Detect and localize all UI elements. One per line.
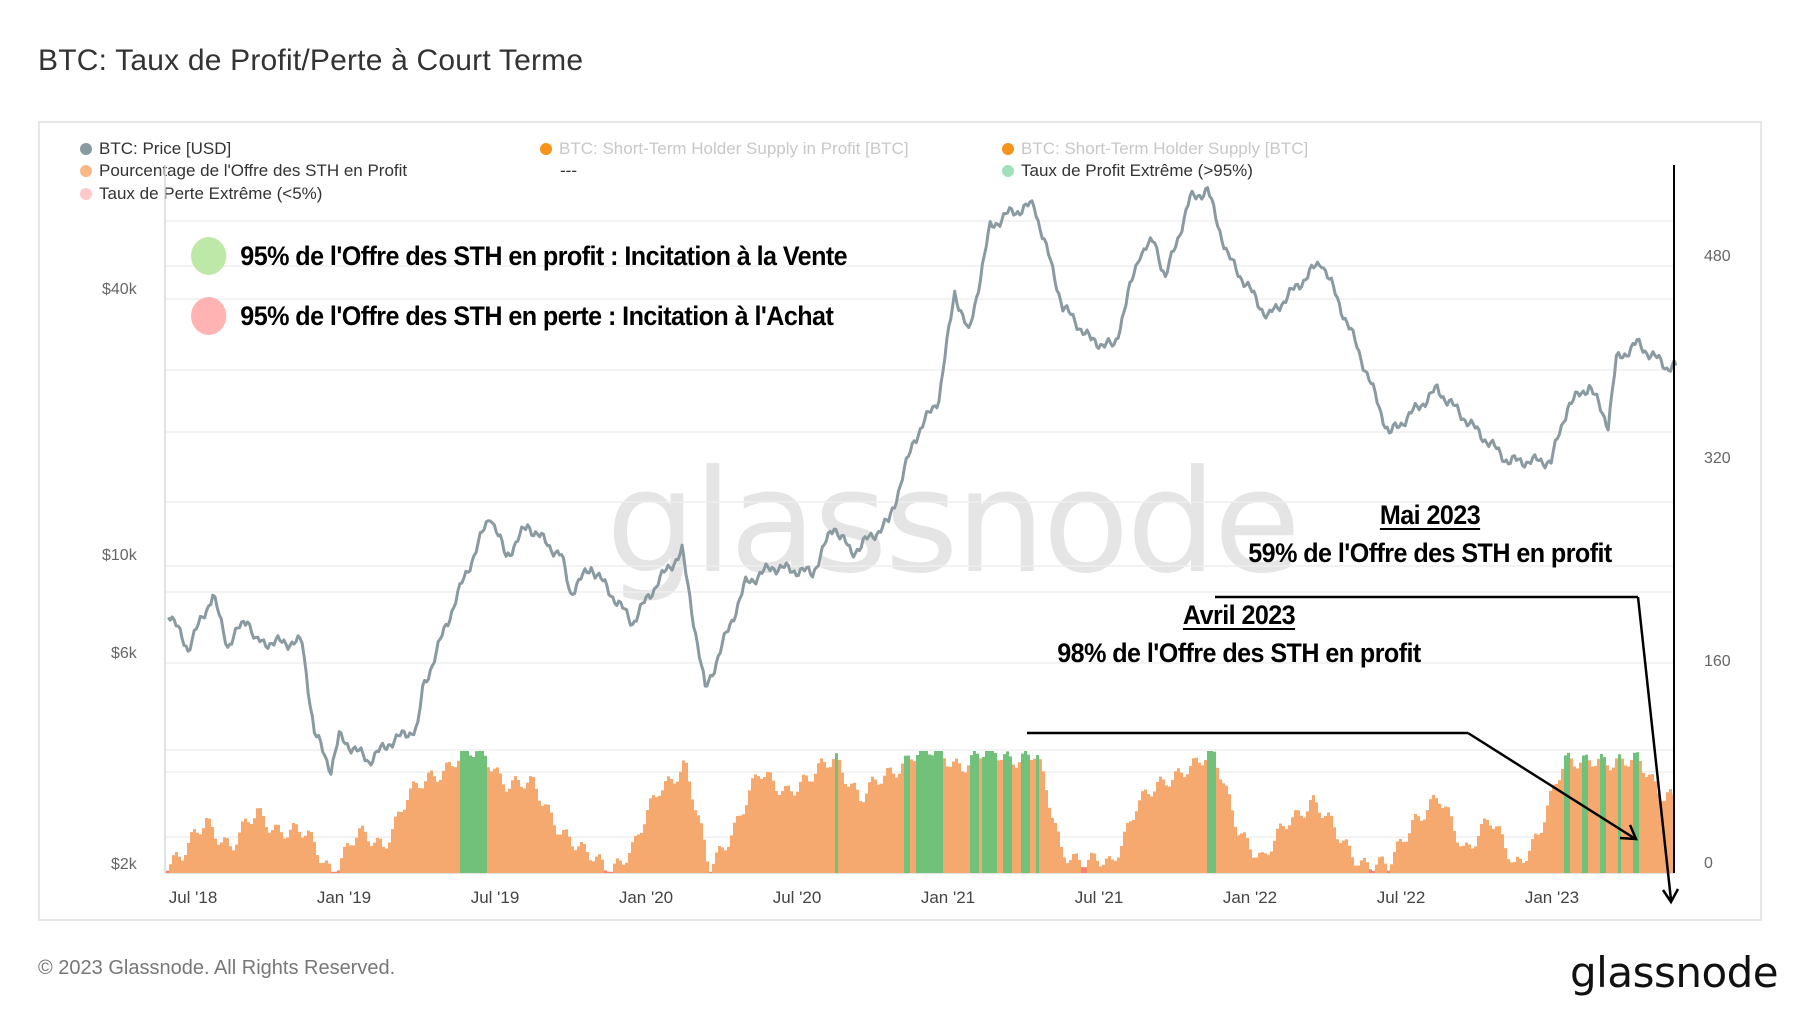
x-axis-tick: Jan '21 [920,888,976,907]
legend-item-placeholder: --- [560,161,577,181]
x-axis-tick: Jan '19 [316,888,372,907]
annotation-may-text: 59% de l'Offre des STH en profit [1248,538,1612,568]
note-extreme-loss: 95% de l'Offre des STH en perte : Incita… [191,297,834,335]
legend-label: Taux de Profit Extrême (>95%) [1021,161,1253,180]
legend-dot-icon [80,165,92,177]
x-axis-tick: Jan '20 [618,888,674,907]
chart-title: BTC: Taux de Profit/Perte à Court Terme [38,44,584,77]
x-axis-tick: Jan '23 [1524,888,1580,907]
btc-price-line [167,186,1678,776]
legend-dot-icon [1002,165,1014,177]
legend-dot-icon [540,143,552,155]
x-axis-tick: Jul '20 [772,888,822,907]
legend-item-extreme-profit[interactable]: Taux de Profit Extrême (>95%) [1002,161,1253,181]
note-text: 95% de l'Offre des STH en perte : Incita… [240,300,834,331]
y-axis-right-tick: 480 [1704,248,1731,265]
legend-label: BTC: Short-Term Holder Supply [BTC] [1021,139,1309,158]
x-axis-tick: Jan '22 [1222,888,1278,907]
x-axis-tick: Jul '21 [1074,888,1124,907]
copyright-footer: © 2023 Glassnode. All Rights Reserved. [38,957,396,979]
legend-label: Taux de Perte Extrême (<5%) [99,184,323,203]
legend-item-sth-profit-pct[interactable]: Pourcentage de l'Offre des STH en Profit [80,161,407,181]
legend-item-btc-price[interactable]: BTC: Price [USD] [80,139,231,159]
y-axis-right-tick: 320 [1704,450,1731,467]
annotation-april-title: Avril 2023 [1182,600,1296,630]
red-circle-icon [191,297,227,335]
green-circle-icon [191,237,227,275]
y-axis-left-tick: $10k [102,547,137,564]
x-axis-tick: Jul '18 [168,888,218,907]
glassnode-logo[interactable]: glassnode [1570,948,1779,997]
legend-dot-icon [80,143,92,155]
legend-item-extreme-loss[interactable]: Taux de Perte Extrême (<5%) [80,184,322,204]
legend-dot-icon [1002,143,1014,155]
arrow-head-icon [1619,824,1638,841]
legend-item-sth-supply[interactable]: BTC: Short-Term Holder Supply [BTC] [1002,139,1308,159]
legend-label: --- [560,161,577,180]
legend-dot-icon [80,188,92,200]
chart-frame [38,121,1762,921]
legend-item-sth-supply-in-profit[interactable]: BTC: Short-Term Holder Supply in Profit … [540,139,909,159]
legend-label: BTC: Price [USD] [99,139,232,158]
y-axis-left-tick: $40k [102,281,137,298]
arrow-head-icon [1661,888,1680,905]
legend-label: Pourcentage de l'Offre des STH en Profit [99,161,408,180]
y-axis-right-tick: 160 [1704,653,1731,670]
annotation-may-arrow [1636,596,1673,901]
watermark: glassnode [606,440,1301,605]
y-axis-right-tick: 0 [1704,855,1713,872]
annotation-may-title: Mai 2023 [1379,500,1481,530]
sth-profit-bars [166,751,1675,873]
x-axis-tick: Jul '19 [470,888,520,907]
annotation-april-arrow [1467,731,1635,840]
legend-label: BTC: Short-Term Holder Supply in Profit … [559,139,909,158]
note-extreme-profit: 95% de l'Offre des STH en profit : Incit… [191,237,848,275]
y-axis-left-tick: $2k [111,856,137,873]
y-axis-left-tick: $6k [111,645,137,662]
note-text: 95% de l'Offre des STH en profit : Incit… [240,240,848,271]
annotation-april-text: 98% de l'Offre des STH en profit [1057,638,1421,668]
x-axis-tick: Jul '22 [1376,888,1426,907]
